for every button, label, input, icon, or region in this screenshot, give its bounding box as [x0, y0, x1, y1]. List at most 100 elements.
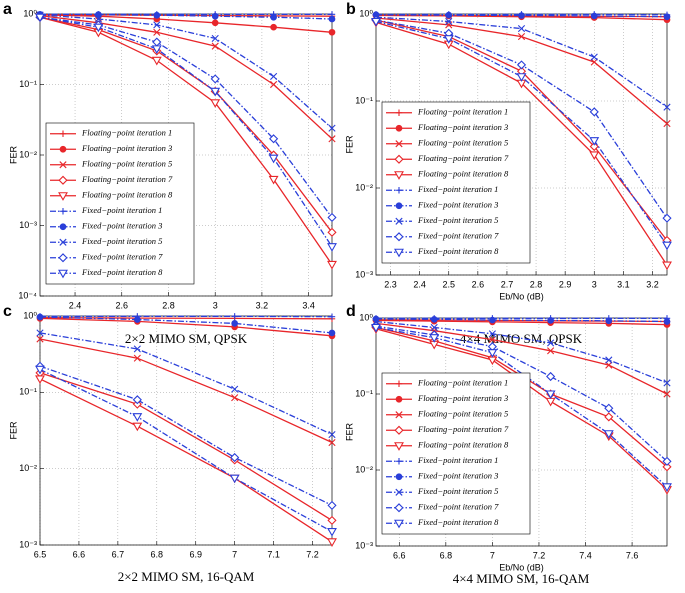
x-tick-label: 7: [490, 550, 495, 560]
marker: [35, 365, 45, 375]
panel-letter: c: [3, 303, 12, 320]
y-tick-label: 10⁻¹: [19, 79, 37, 89]
y-tick-label: 10⁻³: [355, 540, 373, 550]
marker: [59, 238, 67, 246]
marker: [590, 12, 598, 20]
legend-label: Floating−point iteration 1: [417, 107, 508, 117]
marker: [229, 474, 240, 484]
y-tick-label: 10⁻²: [355, 182, 373, 192]
x-tick-label: 7: [232, 549, 237, 559]
marker: [488, 335, 496, 344]
marker: [59, 223, 67, 231]
marker: [445, 17, 453, 26]
marker: [94, 15, 102, 23]
x-tick-label: 7.6: [626, 550, 639, 560]
marker: [662, 213, 672, 223]
marker: [210, 87, 221, 97]
y-tick-label: 10⁻²: [19, 463, 37, 473]
x-tick-label: 6.7: [112, 549, 125, 559]
marker: [371, 17, 381, 27]
marker: [59, 130, 67, 137]
series-line: [39, 378, 333, 543]
marker: [36, 313, 44, 321]
marker: [59, 145, 67, 153]
y-tick-label: 10⁰: [23, 8, 37, 18]
series-line: [39, 16, 333, 218]
marker: [662, 483, 672, 492]
marker: [132, 422, 143, 432]
x-tick-label: 2.4: [413, 279, 426, 289]
marker: [58, 192, 68, 201]
marker: [35, 13, 45, 23]
marker: [517, 32, 526, 41]
marker: [546, 371, 556, 382]
legend: Floating−point iteration 1 Floating−point…: [45, 122, 195, 285]
y-tick-label: 10⁻³: [355, 269, 373, 279]
panel: a 2×2 MIMO SM, QPSK FER 10⁰ 10⁻¹ 10⁻² 10⁻³ 10⁻⁴…: [3, 1, 337, 346]
legend-label: Floating−point iteration 8: [417, 440, 509, 450]
marker: [430, 315, 438, 323]
marker: [445, 21, 453, 29]
marker: [604, 412, 614, 422]
marker: [589, 107, 599, 117]
marker: [545, 390, 556, 400]
marker: [662, 261, 672, 271]
x-tick-label: 2.7: [501, 279, 514, 289]
legend-label: Fixed−point iteration 1: [417, 184, 498, 194]
marker: [327, 528, 337, 537]
marker: [132, 413, 143, 422]
marker: [328, 15, 336, 23]
legend-label: Floating−point iteration 7: [81, 174, 173, 184]
legend-label: Fixed−point iteration 8: [417, 517, 499, 527]
series-line: [375, 320, 668, 384]
x-tick-label: 6.8: [440, 550, 453, 560]
marker: [394, 248, 404, 258]
legend-label: Floating−point iteration 5: [417, 409, 508, 419]
marker: [663, 390, 671, 398]
marker: [327, 515, 337, 525]
marker: [663, 13, 671, 21]
series-line: [39, 16, 333, 248]
marker: [604, 403, 614, 413]
marker: [663, 103, 671, 111]
marker: [487, 356, 498, 366]
caption: 2×2 MIMO SM, 16-QAM: [118, 569, 255, 584]
panel-letter: d: [346, 303, 356, 320]
caption: 4×4 MIMO SM, 16-QAM: [453, 571, 590, 586]
marker: [211, 34, 219, 43]
x-tick-label: 3: [213, 300, 218, 310]
plot-frame: [375, 317, 668, 547]
marker: [489, 316, 496, 324]
legend-label: Floating−point iteration 3: [81, 143, 172, 153]
x-tick-label: 2.9: [559, 279, 572, 289]
marker: [327, 538, 337, 547]
panel-letter: a: [3, 1, 12, 18]
y-tick-label: 10⁻³: [19, 539, 37, 549]
y-tick-label: 10⁰: [359, 8, 373, 18]
marker: [516, 60, 527, 70]
marker: [270, 23, 277, 31]
legend-label: Floating−point iteration 5: [81, 159, 172, 169]
marker: [328, 28, 336, 36]
y-axis-label: FER: [8, 421, 18, 440]
marker: [59, 161, 67, 169]
y-axis-label: FER: [344, 135, 354, 154]
marker: [35, 375, 45, 385]
legend-label: Floating−point iteration 1: [417, 378, 508, 388]
legend-label: Fixed−point iteration 5: [417, 215, 498, 225]
marker: [211, 42, 219, 50]
x-tick-label: 6.6: [393, 550, 406, 560]
marker: [663, 119, 671, 128]
series-line: [39, 16, 333, 233]
marker: [328, 438, 336, 447]
legend: Floating−point iteration 1 Floating−point…: [381, 101, 531, 264]
marker: [395, 395, 403, 403]
series-line: [375, 318, 668, 323]
legend-label: Floating−point iteration 3: [417, 122, 508, 132]
marker: [327, 243, 337, 252]
y-axis-label: FER: [8, 145, 18, 164]
y-tick-label: 10⁻¹: [355, 388, 373, 398]
marker: [268, 175, 279, 185]
legend-label: Fixed−point iteration 3: [417, 200, 498, 210]
series-line: [39, 317, 333, 337]
